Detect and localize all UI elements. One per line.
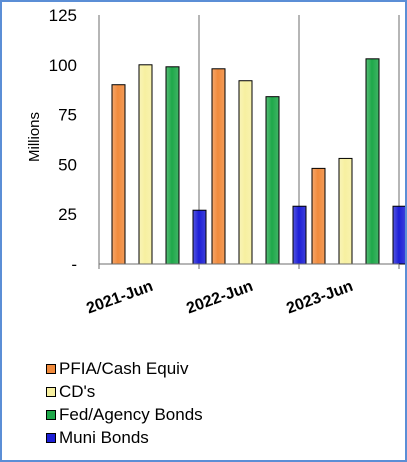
legend-swatch [46, 363, 56, 374]
bar-fed-agency-bonds-2022-jun [265, 96, 280, 265]
legend: PFIA/Cash Equiv CD's Fed/Agency Bonds Muni … [46, 357, 203, 449]
legend-item: Fed/Agency Bonds [46, 403, 203, 426]
y-tick-label: 75 [58, 106, 77, 125]
legend-item: CD's [46, 380, 203, 403]
x-tick-labels: 2021-Jun 2022-Jun 2023-Jun [84, 278, 355, 318]
y-tick-labels: - 25 50 75 100 125 [49, 6, 77, 274]
axis-layer [98, 263, 400, 269]
bar-muni-bonds-2023-jun [392, 205, 405, 265]
x-category-label: 2022-Jun [184, 278, 255, 318]
y-axis-title: Millions [26, 112, 43, 162]
bar-pfia-cash-equiv-2023-jun [311, 167, 326, 265]
bars-layer [111, 58, 405, 265]
y-tick-label: 100 [49, 56, 77, 75]
y-tick-label: 50 [58, 155, 77, 174]
bar-muni-bonds-2021-jun [192, 209, 207, 265]
legend-swatch [46, 432, 56, 443]
legend-swatch [46, 386, 56, 397]
legend-label: PFIA/Cash Equiv [59, 358, 189, 378]
y-tick-label: - [71, 255, 77, 274]
bar-cd-s-2023-jun [338, 157, 353, 265]
y-tick-label: 25 [58, 205, 77, 224]
bar-pfia-cash-equiv-2022-jun [211, 68, 226, 265]
x-category-label: 2021-Jun [84, 278, 155, 318]
bar-fed-agency-bonds-2021-jun [165, 66, 180, 265]
bar-chart: - 25 50 75 100 125 2021-Jun 2022-Jun 2023-Jun M… [26, 6, 405, 318]
bar-pfia-cash-equiv-2021-jun [111, 84, 126, 265]
x-category-label: 2023-Jun [284, 278, 355, 318]
legend-item: Muni Bonds [46, 426, 203, 449]
legend-swatch [46, 409, 56, 420]
legend-label: Muni Bonds [59, 427, 149, 447]
bar-fed-agency-bonds-2023-jun [365, 58, 380, 265]
bar-cd-s-2021-jun [138, 64, 153, 265]
y-tick-label: 125 [49, 6, 77, 25]
legend-label: CD's [59, 381, 96, 401]
legend-item: PFIA/Cash Equiv [46, 357, 203, 380]
bar-cd-s-2022-jun [238, 80, 253, 265]
legend-label: Fed/Agency Bonds [59, 404, 203, 424]
bar-muni-bonds-2022-jun [292, 205, 307, 265]
